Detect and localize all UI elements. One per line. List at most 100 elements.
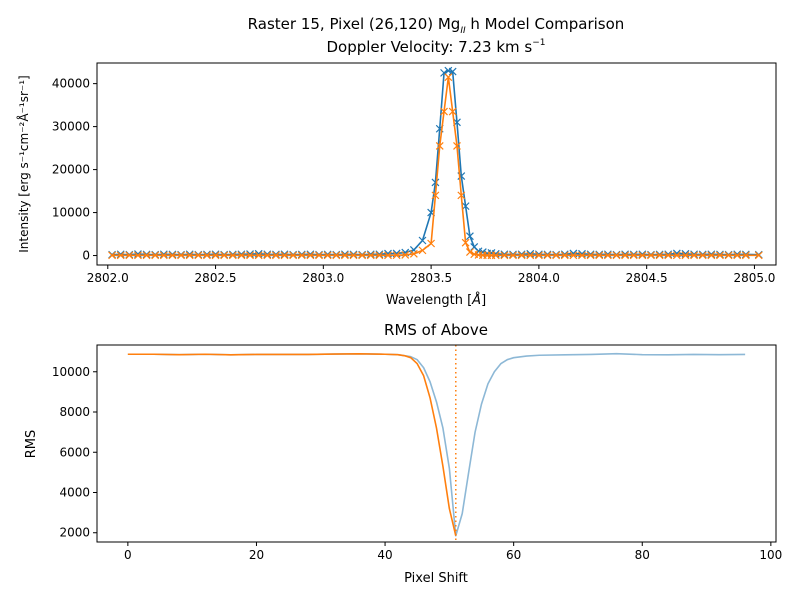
data-point [629,250,638,259]
data-point [142,251,151,260]
data-point [435,142,444,150]
data-point [375,251,384,260]
data-point [323,251,332,260]
data-point [448,67,457,76]
data-point [448,107,457,116]
data-point [142,250,151,259]
data-point [741,251,750,260]
data-point [716,251,724,260]
data-point [280,250,289,259]
data-point [349,250,358,259]
data-point [228,250,237,259]
data-point [203,250,211,259]
data-point [168,250,177,259]
data-point [366,251,375,260]
y-tick-label: 4000 [59,485,90,499]
data-point [672,251,681,260]
data-point [263,250,272,259]
y-axis-label-rms: RMS [24,430,39,459]
x-tick-label: 0 [124,548,132,562]
data-point [431,178,440,187]
data-point [526,251,535,260]
data-point [595,251,604,260]
data-point [297,251,306,260]
data-point [461,238,470,247]
data-point [707,251,716,260]
data-point [427,239,436,248]
data-point [116,250,125,259]
series-line-1 [112,69,759,256]
chart-subtitle: Doppler Velocity: 7.23 km s−1 [326,38,545,56]
data-point [418,246,427,255]
data-point [733,251,742,260]
data-point [552,251,561,260]
data-point [638,250,647,259]
data-point [578,251,586,260]
data-point [306,251,315,260]
data-point [431,191,440,200]
x-tick-label: 2803.5 [410,271,452,285]
data-point [134,251,142,260]
x-axis-label-rms: Pixel Shift [404,571,468,586]
data-point [690,251,699,260]
data-point [655,251,664,260]
data-point [159,251,168,260]
data-point [263,251,272,260]
data-point [280,251,289,260]
data-point [698,251,707,260]
x-tick-label: 100 [759,548,782,562]
x-tick-label: 80 [635,548,650,562]
data-point [621,250,630,259]
data-point [707,250,716,259]
data-point [315,251,323,260]
data-point [629,251,638,260]
data-point [211,250,220,259]
chart-title-rms: RMS of Above [384,321,488,339]
data-point [741,250,750,259]
chart-title: Raster 15, Pixel (26,120) MgII h Model C… [248,15,625,36]
data-point [237,251,246,260]
data-point [185,251,194,260]
y-tick-label: 30000 [52,120,90,134]
data-point [366,250,375,259]
data-point [211,251,220,260]
x-tick-label: 60 [506,548,521,562]
data-point [517,250,526,259]
data-point [578,249,586,258]
data-point [254,249,263,258]
data-point [500,250,509,259]
series-line-1 [127,352,746,537]
data-point [159,250,168,259]
data-point [440,107,448,116]
data-point [254,251,263,260]
data-point [228,251,237,260]
data-point [509,250,517,259]
data-point [491,251,500,260]
data-point [681,251,690,260]
data-point [246,250,254,258]
data-point [690,250,699,259]
data-point [237,250,246,259]
data-point [418,236,427,245]
data-point [220,251,229,260]
data-point [151,251,160,260]
data-point [297,250,306,259]
data-point [681,249,690,258]
data-point [392,251,401,260]
data-point [444,73,453,82]
data-point [560,251,569,260]
y-tick-label: 2000 [59,526,90,540]
x-tick-label: 2804.0 [518,271,560,285]
x-axis-label: Wavelength [Å] [386,292,486,308]
data-point [612,251,621,260]
data-point [340,251,349,260]
x-tick-label: 2804.5 [626,271,668,285]
intensity-plot: 2802.0 2802.5 2803.0 2803.5 2804.0 2804.5 2805… [52,62,777,285]
y-axis-label: Intensity [erg s⁻¹cm⁻²Å⁻¹sr⁻¹] [16,75,31,252]
x-tick-label: 2803.0 [302,271,344,285]
data-point [509,251,517,260]
data-point [491,249,500,258]
data-point [349,251,358,260]
data-point [560,250,569,259]
data-point [358,251,367,260]
